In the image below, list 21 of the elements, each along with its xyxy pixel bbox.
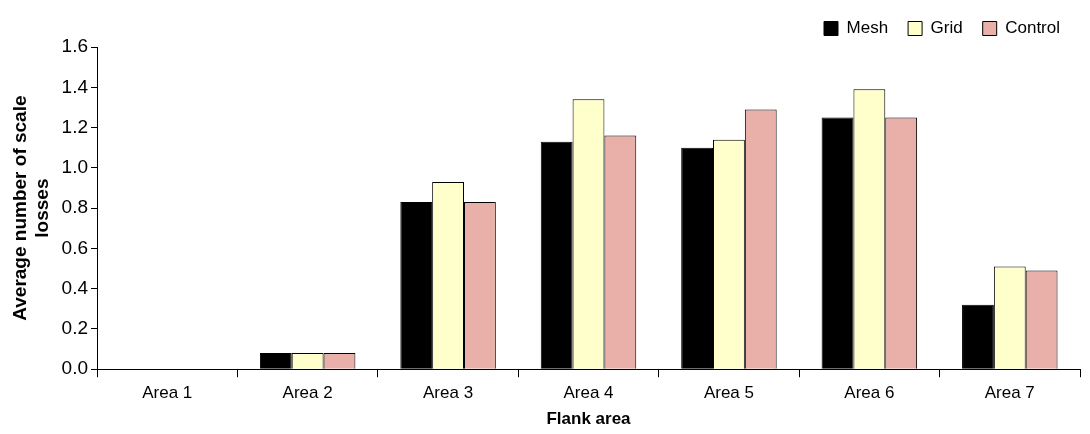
y-axis-title: Average number of scale losses — [8, 95, 53, 321]
x-tick-label: Area 6 — [844, 383, 895, 403]
x-tick-label: Area 2 — [282, 383, 333, 403]
x-axis-title: Flank area — [546, 409, 632, 429]
x-tick-label: Area 5 — [703, 383, 754, 403]
y-tick-label: 1.0 — [61, 156, 89, 178]
x-tick-label: Area 7 — [984, 383, 1035, 403]
legend-label: Mesh — [846, 18, 889, 38]
x-tick-label: Area 1 — [142, 383, 193, 403]
x-tick-label: Area 4 — [563, 383, 614, 403]
legend-label: Grid — [930, 18, 963, 38]
x-tick-label: Area 3 — [423, 383, 474, 403]
y-tick-label: 0.4 — [61, 276, 89, 298]
y-tick-label: 0.0 — [61, 357, 89, 379]
y-tick-label: 1.4 — [61, 75, 89, 97]
legend-label: Control — [1005, 18, 1061, 38]
y-tick-label: 0.8 — [61, 196, 89, 218]
y-tick-label: 0.6 — [61, 236, 89, 258]
y-tick-label: 1.6 — [61, 35, 89, 57]
y-tick-label: 0.2 — [61, 317, 89, 339]
y-tick-label: 1.2 — [61, 115, 89, 137]
